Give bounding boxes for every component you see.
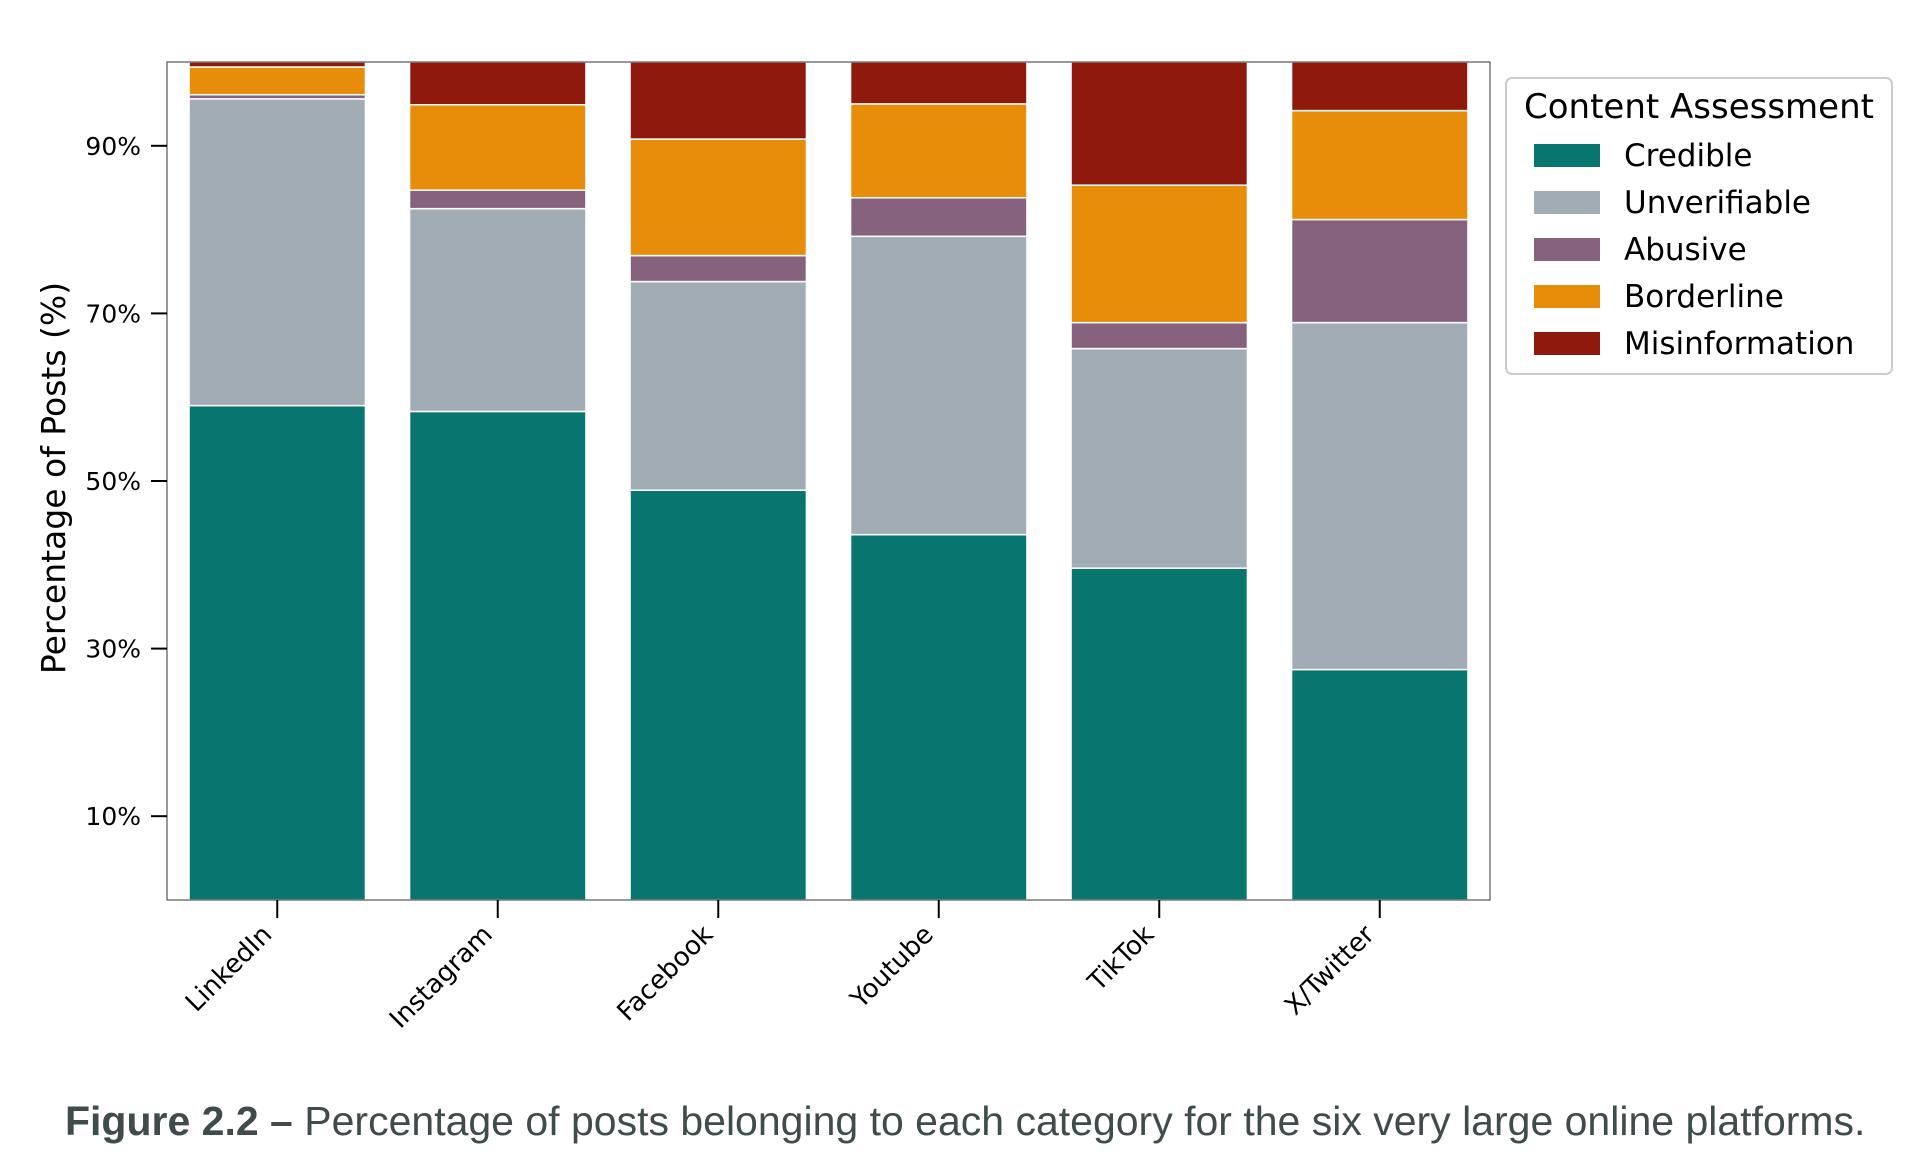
bar-segment-tiktok-unverifiable: [1070, 347, 1249, 569]
bar-segment-x-twitter-unverifiable: [1290, 321, 1469, 671]
bar-segment-x-twitter-abusive: [1290, 218, 1469, 324]
bar-segment-youtube-borderline: [849, 103, 1028, 199]
x-tick-label-facebook: Facebook: [612, 920, 720, 1028]
y-tick-label: 50%: [85, 467, 141, 496]
legend-swatch-borderline: [1534, 285, 1600, 308]
y-tick-label: 90%: [85, 132, 141, 161]
bar-segment-x-twitter-borderline: [1290, 109, 1469, 221]
legend-label-unverifiable: Unverifiable: [1624, 185, 1811, 221]
legend-swatch-credible: [1534, 144, 1600, 167]
bar-segment-instagram-credible: [408, 410, 587, 901]
legend-swatch-misinformation: [1534, 332, 1600, 355]
legend-label-abusive: Abusive: [1624, 232, 1747, 268]
bar-segment-x-twitter-misinformation: [1290, 61, 1469, 112]
legend-title: Content Assessment: [1524, 87, 1874, 127]
bar-segment-instagram-misinformation: [408, 61, 587, 106]
bar-segment-tiktok-credible: [1070, 567, 1249, 901]
legend-items: Credible Unverifiable Abusive Borderline Mis…: [1534, 138, 1854, 362]
bar-segment-facebook-misinformation: [629, 61, 808, 140]
legend-swatch-unverifiable: [1534, 191, 1600, 214]
bar-segment-youtube-credible: [849, 533, 1028, 901]
bar-segment-instagram-abusive: [408, 189, 587, 210]
bar-segment-linkedin-unverifiable: [188, 98, 367, 407]
bar-segment-facebook-abusive: [629, 254, 808, 283]
x-tick-label-youtube: Youtube: [844, 920, 939, 1015]
bar-segment-youtube-abusive: [849, 197, 1028, 238]
bar-segment-facebook-unverifiable: [629, 280, 808, 491]
y-tick-label: 10%: [85, 802, 141, 831]
bar-segment-x-twitter-credible: [1290, 668, 1469, 901]
figure-caption: Figure 2.2 – Percentage of posts belongi…: [65, 1098, 1865, 1145]
legend-box: [1505, 77, 1893, 375]
y-axis-label: Percentage of Posts (%): [34, 282, 73, 674]
legend-swatch-abusive: [1534, 238, 1600, 261]
figure-label: Figure 2.2 –: [65, 1098, 293, 1144]
y-tick-label: 30%: [85, 635, 141, 664]
x-tick-label-tiktok: TikTok: [1082, 920, 1160, 998]
bar-segment-linkedin-misinformation: [188, 61, 367, 68]
bar-segment-youtube-misinformation: [849, 61, 1028, 105]
y-tick-label: 70%: [85, 299, 141, 328]
bar-segment-instagram-borderline: [408, 103, 587, 191]
x-tick-label-x-twitter: X/Twitter: [1279, 920, 1381, 1022]
bar-segment-linkedin-credible: [188, 404, 367, 901]
bar-segment-tiktok-misinformation: [1070, 61, 1249, 186]
legend-label-borderline: Borderline: [1624, 279, 1784, 315]
bar-segment-youtube-unverifiable: [849, 235, 1028, 536]
bars-layer: [188, 61, 1469, 901]
bar-segment-facebook-borderline: [629, 138, 808, 257]
bar-segment-tiktok-borderline: [1070, 184, 1249, 324]
x-axis: LinkedIn Instagram Facebook Youtube TikTok X/…: [180, 900, 1381, 1034]
y-axis: 10% 30% 50% 70% 90%: [85, 132, 167, 831]
legend-label-credible: Credible: [1624, 138, 1752, 174]
stacked-bar-chart: 10% 30% 50% 70% 90% LinkedIn Instagram Faceboo…: [34, 61, 1893, 1034]
legend-label-misinformation: Misinformation: [1624, 326, 1854, 362]
x-tick-label-linkedin: LinkedIn: [180, 920, 278, 1018]
bar-segment-instagram-unverifiable: [408, 207, 587, 413]
legend: Content Assessment Credible Unverifiable A…: [1505, 77, 1893, 375]
bar-segment-tiktok-abusive: [1070, 321, 1249, 350]
bar-segment-linkedin-borderline: [188, 66, 367, 96]
x-tick-label-instagram: Instagram: [384, 920, 499, 1035]
bar-segment-facebook-credible: [629, 489, 808, 901]
figure-caption-text: Percentage of posts belonging to each ca…: [304, 1098, 1866, 1144]
